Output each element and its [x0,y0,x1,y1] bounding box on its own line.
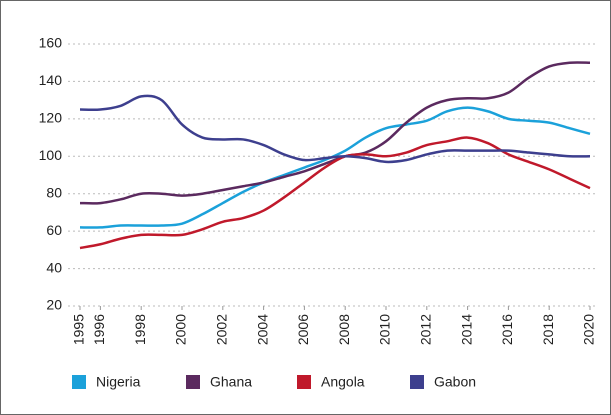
x-tick-label: 2000 [173,314,189,345]
y-tick-label: 120 [39,110,63,126]
x-tick-label: 2006 [295,314,311,345]
x-tick-label: 2020 [581,314,597,345]
legend-label: Ghana [210,374,252,390]
y-tick-label: 160 [39,35,63,51]
x-tick-label: 2002 [214,314,230,345]
legend-swatch [186,375,200,389]
y-tick-label: 60 [46,222,62,238]
y-tick-label: 20 [46,297,62,313]
y-tick-label: 40 [46,259,62,275]
y-tick-label: 100 [39,147,63,163]
x-tick-label: 2014 [458,314,474,345]
series-line [79,136,591,250]
x-tick-label: 1995 [71,314,87,345]
x-tick-label: 2016 [499,314,515,345]
legend-label: Angola [321,374,365,390]
legend-swatch [72,375,86,389]
x-tick-label: 2018 [540,314,556,345]
x-tick-label: 2004 [254,314,270,345]
legend-label: Nigeria [96,374,141,390]
y-tick-label: 80 [46,184,62,200]
x-tick-label: 1996 [91,314,107,345]
legend-swatch [410,375,424,389]
series-line [79,94,591,164]
legend-label: Gabon [434,374,476,390]
legend-swatch [297,375,311,389]
series-line [79,106,591,229]
x-tick-label: 2008 [336,314,352,345]
x-tick-label: 1998 [132,314,148,345]
x-tick-label: 2012 [418,314,434,345]
y-tick-label: 140 [39,72,63,88]
x-tick-label: 2010 [377,314,393,345]
